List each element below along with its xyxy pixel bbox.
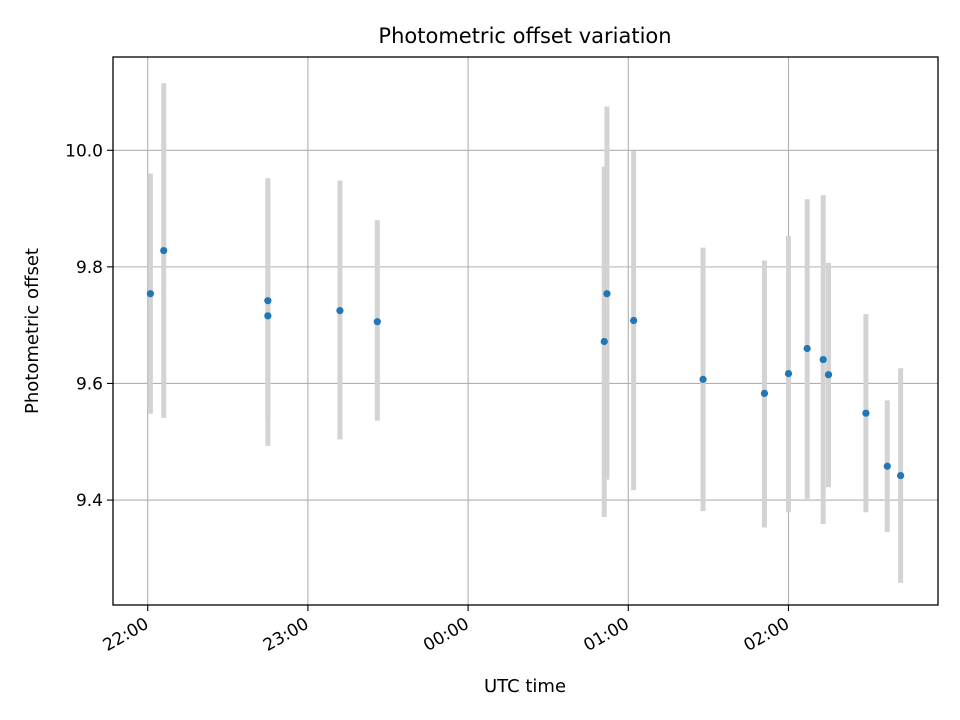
plot-frame [112, 56, 939, 606]
y-tick-label: 9.4 [76, 491, 103, 511]
data-points [146, 246, 905, 480]
data-point [819, 355, 827, 364]
y-tick-label: 10.0 [65, 141, 103, 161]
data-point [699, 375, 707, 383]
data-point [630, 316, 638, 325]
data-point [373, 318, 381, 326]
data-point [146, 290, 154, 298]
data-point [600, 337, 608, 346]
x-axis-label: UTC time [484, 676, 566, 697]
chart-title: Photometric offset variation [378, 24, 671, 48]
y-tick-label: 9.6 [76, 374, 103, 394]
y-axis: 9.4 9.6 9.8 10.0 [65, 141, 113, 511]
data-point [824, 371, 833, 379]
data-point [803, 344, 811, 353]
y-axis-label: Photometric offset [22, 248, 43, 414]
data-point [862, 409, 870, 417]
data-point [760, 389, 769, 397]
data-point [336, 306, 344, 315]
data-point [897, 471, 905, 480]
data-point [883, 462, 891, 470]
data-point [264, 312, 272, 320]
data-point [784, 369, 793, 378]
data-point [603, 290, 611, 298]
data-point [160, 246, 168, 255]
data-point [264, 297, 272, 305]
y-tick-label: 9.8 [76, 258, 103, 278]
